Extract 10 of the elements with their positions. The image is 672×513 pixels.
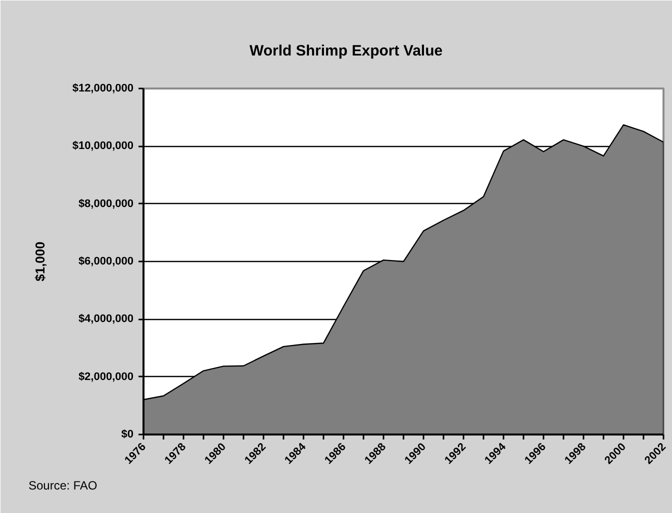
y-tick-label: $12,000,000: [72, 82, 134, 94]
chart-title: World Shrimp Export Value: [250, 42, 443, 60]
y-axis-title: $1,000: [32, 242, 48, 282]
y-tick-label: $4,000,000: [78, 313, 134, 326]
y-tick-label: $10,000,000: [72, 140, 134, 152]
y-tick-label: $8,000,000: [78, 198, 134, 210]
y-tick-label: $6,000,000: [78, 256, 134, 268]
source-note: Source: FAO: [28, 478, 98, 492]
y-tick-label: $0: [121, 428, 134, 440]
y-tick-label: $2,000,000: [78, 370, 134, 383]
